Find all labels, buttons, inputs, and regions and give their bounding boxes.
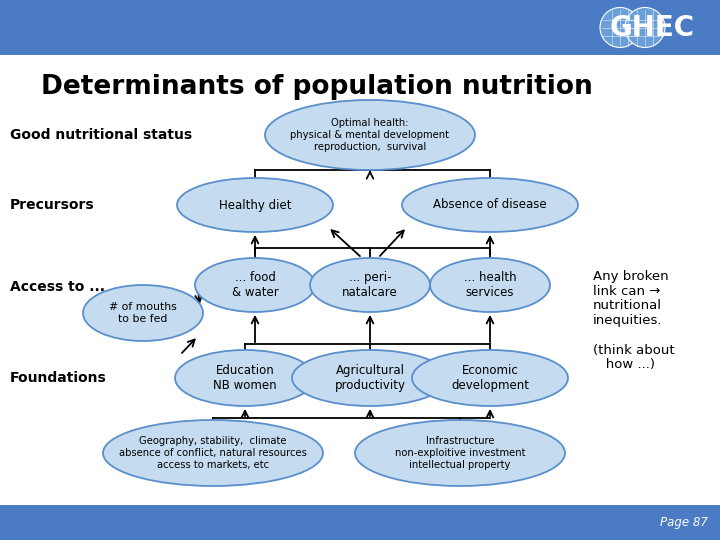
- Text: Absence of disease: Absence of disease: [433, 199, 546, 212]
- Text: Access to ...: Access to ...: [10, 280, 105, 294]
- Text: ... peri-
natalcare: ... peri- natalcare: [342, 271, 398, 299]
- Text: how ...): how ...): [593, 359, 655, 372]
- Ellipse shape: [265, 100, 475, 170]
- Bar: [0, 505, 720, 540]
- Text: Good nutritional status: Good nutritional status: [10, 128, 192, 142]
- Ellipse shape: [195, 258, 315, 312]
- Ellipse shape: [177, 178, 333, 232]
- Text: link can →: link can →: [593, 285, 660, 298]
- Text: Foundations: Foundations: [10, 371, 107, 385]
- Bar: [0, 0, 720, 55]
- Text: (think about: (think about: [593, 343, 675, 356]
- Ellipse shape: [292, 350, 448, 406]
- Ellipse shape: [83, 285, 203, 341]
- Ellipse shape: [103, 420, 323, 486]
- Text: Optimal health:
physical & mental development
reproduction,  survival: Optimal health: physical & mental develo…: [290, 118, 449, 152]
- Text: ... health
services: ... health services: [464, 271, 516, 299]
- Circle shape: [600, 8, 640, 48]
- Text: Healthy diet: Healthy diet: [219, 199, 292, 212]
- Text: Economic
development: Economic development: [451, 364, 529, 392]
- Text: Infrastructure
non-exploitive investment
intellectual property: Infrastructure non-exploitive investment…: [395, 436, 526, 470]
- Text: Determinants of population nutrition: Determinants of population nutrition: [41, 74, 593, 100]
- Text: inequities.: inequities.: [593, 314, 662, 327]
- Circle shape: [625, 8, 665, 48]
- Text: Education
NB women: Education NB women: [213, 364, 276, 392]
- Text: Any broken: Any broken: [593, 270, 669, 283]
- Ellipse shape: [310, 258, 430, 312]
- Text: Geography, stability,  climate
absence of conflict, natural resources
access to : Geography, stability, climate absence of…: [119, 436, 307, 470]
- Ellipse shape: [402, 178, 578, 232]
- Text: Agricultural
productivity: Agricultural productivity: [335, 364, 405, 392]
- Text: # of mouths
to be fed: # of mouths to be fed: [109, 302, 177, 324]
- Text: GHEC: GHEC: [610, 14, 695, 42]
- Ellipse shape: [355, 420, 565, 486]
- Text: ... food
& water: ... food & water: [232, 271, 279, 299]
- Ellipse shape: [430, 258, 550, 312]
- Ellipse shape: [175, 350, 315, 406]
- Text: nutritional: nutritional: [593, 300, 662, 313]
- Ellipse shape: [412, 350, 568, 406]
- Text: Precursors: Precursors: [10, 198, 94, 212]
- Text: Page 87: Page 87: [660, 516, 708, 529]
